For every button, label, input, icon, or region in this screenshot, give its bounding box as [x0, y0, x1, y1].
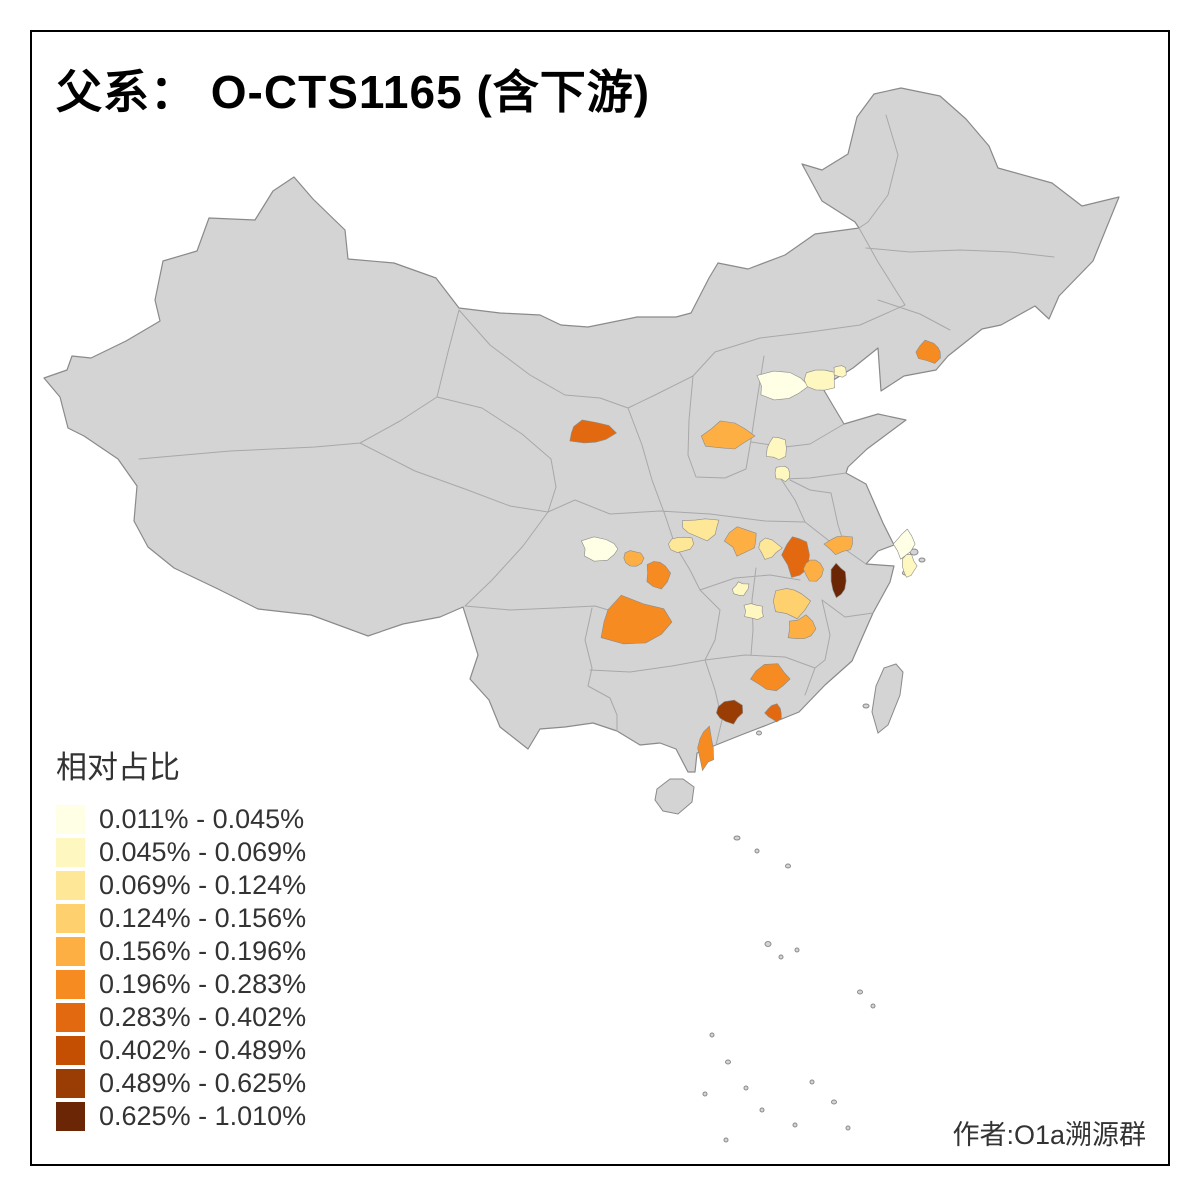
data-region [756, 370, 810, 401]
legend-swatch [56, 937, 85, 966]
data-region [569, 419, 617, 444]
legend-title: 相对占比 [56, 750, 180, 785]
data-region [697, 725, 714, 772]
data-region [682, 518, 720, 542]
legend-item: 0.011% - 0.045% [56, 803, 306, 836]
legend-label: 0.489% - 0.625% [99, 1068, 307, 1098]
data-region [915, 339, 941, 364]
legend-item: 0.156% - 0.196% [56, 935, 306, 968]
legend-item: 0.489% - 0.625% [56, 1067, 306, 1100]
legend-label: 0.045% - 0.069% [99, 837, 307, 867]
data-region [668, 536, 694, 553]
legend-item: 0.045% - 0.069% [56, 836, 306, 869]
legend-label: 0.069% - 0.124% [99, 870, 307, 900]
legend: 相对占比 0.011% - 0.045% 0.045% - 0.069% 0.069… [56, 742, 306, 1133]
data-region [716, 699, 744, 725]
legend-swatch [56, 1003, 85, 1032]
legend-item: 0.625% - 1.010% [56, 1100, 306, 1133]
legend-label: 0.156% - 0.196% [99, 936, 307, 966]
data-region [765, 436, 787, 460]
data-region [600, 594, 673, 645]
legend-label: 0.011% - 0.045% [99, 804, 305, 834]
legend-swatch [56, 904, 85, 933]
data-region [803, 559, 824, 582]
data-region [774, 465, 791, 482]
legend-swatch [56, 970, 85, 999]
legend-swatch [56, 871, 85, 900]
legend-label: 0.124% - 0.156% [99, 903, 307, 933]
map-title: 父系： O-CTS1165 (含下游) [56, 66, 651, 118]
legend-swatch [56, 838, 85, 867]
legend-label: 0.283% - 0.402% [99, 1002, 307, 1032]
data-region [743, 603, 764, 620]
data-region [623, 550, 645, 567]
legend-item: 0.069% - 0.124% [56, 869, 306, 902]
data-region [700, 420, 756, 450]
data-region [787, 614, 817, 640]
data-region [772, 588, 811, 620]
data-region [750, 663, 791, 692]
data-region [723, 526, 757, 557]
data-region [803, 369, 835, 391]
data-region [823, 535, 853, 556]
legend-label: 0.625% - 1.010% [99, 1101, 307, 1131]
legend-items: 0.011% - 0.045% 0.045% - 0.069% 0.069% - 0… [56, 803, 306, 1133]
legend-swatch [56, 1036, 85, 1065]
taiwan-island [871, 663, 904, 734]
highlighted-regions [569, 339, 941, 772]
data-region [646, 561, 671, 590]
data-region [732, 581, 750, 597]
data-region [764, 703, 782, 723]
legend-swatch [56, 805, 85, 834]
author-credit: 作者:O1a溯源群 [952, 1120, 1146, 1150]
legend-label: 0.196% - 0.283% [99, 969, 307, 999]
legend-item: 0.124% - 0.156% [56, 902, 306, 935]
data-region [758, 537, 783, 560]
data-region [901, 554, 918, 578]
legend-label: 0.402% - 0.489% [99, 1035, 307, 1065]
hainan-island [654, 778, 695, 815]
small-islands [702, 548, 926, 1143]
legend-item: 0.402% - 0.489% [56, 1034, 306, 1067]
legend-swatch [56, 1102, 85, 1131]
data-region [580, 536, 619, 562]
legend-item: 0.283% - 0.402% [56, 1001, 306, 1034]
province-borders [138, 114, 1055, 746]
legend-swatch [56, 1069, 85, 1098]
data-region [781, 536, 810, 578]
data-region [892, 528, 916, 560]
data-region [830, 562, 847, 599]
legend-item: 0.196% - 0.283% [56, 968, 306, 1001]
data-region [833, 365, 847, 378]
